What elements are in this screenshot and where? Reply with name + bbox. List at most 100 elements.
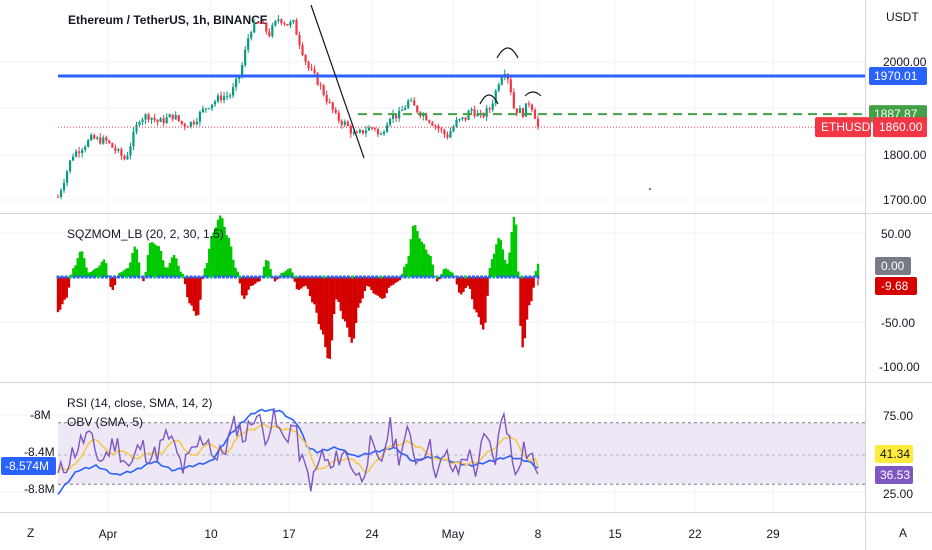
last-price-tag[interactable]: ETHUSDT 1860.00 <box>815 117 927 138</box>
obv-indicator-title[interactable]: OBV (SMA, 5) <box>67 415 143 429</box>
momentum-bar <box>418 238 421 277</box>
momentum-bar <box>153 243 156 277</box>
candle-body <box>96 137 99 139</box>
momentum-bar <box>190 277 193 306</box>
momentum-bar <box>221 218 224 277</box>
candle-body <box>524 103 528 117</box>
squeeze-indicator-title[interactable]: SQZMOM_LB (20, 2, 30, 1.5) <box>67 227 224 241</box>
candle-body <box>446 134 449 138</box>
momentum-bar <box>120 272 123 277</box>
squeeze-dot <box>262 275 266 279</box>
rsi-ma-value-tag[interactable]: 41.34 <box>875 445 913 463</box>
time-axis-label: 29 <box>766 527 780 541</box>
momentum-bar <box>175 258 178 277</box>
momentum-bar <box>89 271 93 277</box>
momentum-bar <box>510 231 513 277</box>
candle-body <box>156 119 159 122</box>
momentum-bar <box>197 277 200 315</box>
candle-body <box>349 126 352 134</box>
candle-body <box>222 96 226 101</box>
candle-body <box>141 119 144 123</box>
momentum-bar <box>374 277 378 295</box>
momentum-bar <box>170 257 174 277</box>
momentum-bar <box>534 271 538 277</box>
candle-body <box>452 126 455 132</box>
momentum-bar <box>280 272 283 277</box>
squeeze-dot <box>326 275 330 279</box>
momentum-bar <box>385 277 388 294</box>
symbol-title[interactable]: Ethereum / TetherUS, 1h, BINANCE <box>68 13 268 27</box>
squeeze-dot <box>238 275 242 279</box>
rsi-indicator-title[interactable]: RSI (14, close, SMA, 14, 2) <box>67 396 212 410</box>
candle-body <box>129 146 132 156</box>
candle-body <box>533 109 537 119</box>
momentum-bar <box>499 239 502 277</box>
momentum-bar <box>302 277 305 287</box>
squeeze-dot <box>395 275 399 279</box>
momentum-bar <box>330 277 334 341</box>
momentum-bar <box>122 270 125 277</box>
squeeze-value-tag[interactable]: -9.68 <box>875 277 917 295</box>
candle-body <box>385 124 389 133</box>
momentum-bar <box>273 277 277 282</box>
timezone-button[interactable]: Z <box>27 526 34 540</box>
squeeze-tick-neg50: -50.00 <box>881 316 915 330</box>
candle-body <box>259 22 262 24</box>
squeeze-dot <box>463 275 467 279</box>
momentum-bar <box>262 266 266 277</box>
momentum-bar <box>343 277 347 322</box>
momentum-bar <box>155 245 158 277</box>
candle-body <box>440 128 443 130</box>
rsi-ma-value-label: 41.34 <box>880 447 910 461</box>
squeeze-dot <box>209 275 213 279</box>
drawings[interactable] <box>310 4 542 159</box>
candle-body <box>343 121 346 125</box>
squeeze-zero-tag[interactable]: 0.00 <box>875 257 911 275</box>
squeeze-dot <box>80 275 84 279</box>
rsi-value-tag[interactable]: 36.53 <box>875 466 913 484</box>
momentum-bar <box>91 270 95 277</box>
candle-body <box>108 140 111 143</box>
squeeze-dot <box>451 275 455 279</box>
momentum-bar <box>249 277 253 287</box>
obv-value-tag[interactable]: -8.574M <box>1 457 56 475</box>
candle-body <box>319 84 322 86</box>
time-axis[interactable]: Apr 10 17 24 May 8 15 22 29 <box>99 527 780 541</box>
candle-body <box>84 146 87 150</box>
momentum-bar <box>508 252 511 277</box>
candle-body <box>530 104 534 110</box>
candle-body <box>352 132 355 134</box>
candle-body <box>458 119 461 121</box>
squeeze-dot <box>375 275 379 279</box>
momentum-bar <box>376 277 380 296</box>
price-tick-1700: 1700.00 <box>883 193 927 207</box>
squeeze-dot <box>137 275 141 279</box>
momentum-bar <box>326 277 329 359</box>
momentum-bar <box>80 251 84 277</box>
momentum-bar <box>359 277 362 304</box>
momentum-bar <box>455 277 459 285</box>
momentum-bar <box>407 255 410 277</box>
candle-body <box>183 123 186 127</box>
momentum-bar <box>63 277 66 300</box>
candle-body <box>382 132 386 134</box>
squeeze-dot <box>302 275 306 279</box>
squeeze-dot <box>471 275 475 279</box>
auto-scale-button[interactable]: A <box>899 526 907 540</box>
squeeze-dot <box>141 275 145 279</box>
squeeze-dot <box>165 275 169 279</box>
resistance-price-tag[interactable]: 1970.01 <box>869 66 927 85</box>
squeeze-dot <box>508 275 512 279</box>
momentum-bar <box>514 224 518 277</box>
squeeze-dot <box>112 275 116 279</box>
candle-body <box>75 151 78 157</box>
squeeze-dot <box>64 275 68 279</box>
candle-body <box>286 23 289 26</box>
squeeze-dot <box>504 275 508 279</box>
squeeze-dot <box>346 275 350 279</box>
momentum-bar <box>311 277 314 303</box>
candle-body <box>198 111 201 122</box>
momentum-bar <box>361 277 364 299</box>
